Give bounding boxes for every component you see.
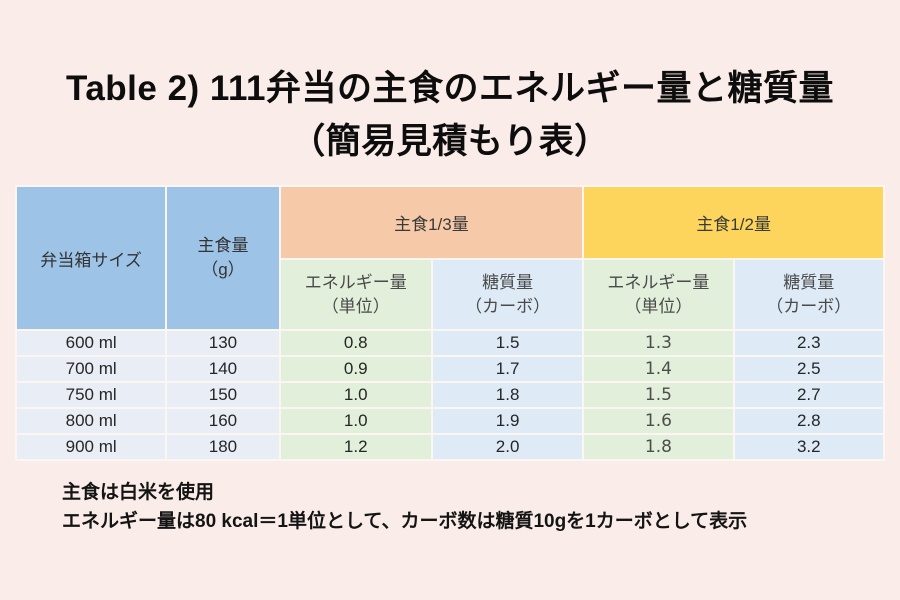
page-title: Table 2) 111弁当の主食のエネルギー量と糖質量 （簡易見積もり表） <box>0 62 900 168</box>
cell-energy-third: 1.0 <box>278 407 433 435</box>
col-header-carb-half: 糖質量 （カーボ） <box>732 258 886 331</box>
cell-carb-half: 3.2 <box>732 433 886 461</box>
col-header-energy-half: エネルギー量 （単位） <box>582 258 735 331</box>
cell-size: 750 ml <box>14 381 168 409</box>
footnote-line1: 主食は白米を使用 <box>62 482 215 503</box>
col-header-carb-third-line1: 糖質量 <box>482 272 534 292</box>
table-row: 700 ml 140 0.9 1.7 1.4 2.5 <box>14 355 886 383</box>
col-header-bento-size: 弁当箱サイズ <box>14 185 168 331</box>
table-row: 750 ml 150 1.0 1.8 1.5 2.7 <box>14 381 886 409</box>
col-header-energy-half-line1: エネルギー量 <box>607 272 710 292</box>
col-header-energy-third-line2: （単位） <box>321 296 390 316</box>
table-row: 900 ml 180 1.2 2.0 1.8 3.2 <box>14 433 886 461</box>
cell-energy-third: 1.2 <box>278 433 433 461</box>
cell-size: 800 ml <box>14 407 168 435</box>
cell-energy-half: 1.4 <box>582 355 735 383</box>
col-header-carb-half-line2: （カーボ） <box>766 296 852 316</box>
cell-carb-third: 1.9 <box>430 407 585 435</box>
cell-amount: 180 <box>165 433 281 461</box>
cell-amount: 140 <box>165 355 281 383</box>
cell-carb-third: 1.7 <box>430 355 585 383</box>
col-header-carb-third: 糖質量 （カーボ） <box>430 258 585 331</box>
table-row: 800 ml 160 1.0 1.9 1.6 2.8 <box>14 407 886 435</box>
col-header-energy-third: エネルギー量 （単位） <box>278 258 433 331</box>
cell-carb-half: 2.7 <box>732 381 886 409</box>
cell-amount: 130 <box>165 329 281 357</box>
cell-amount: 150 <box>165 381 281 409</box>
sub-header-row: エネルギー量 （単位） 糖質量 （カーボ） エネルギー量 （単位） 糖質量 （カ… <box>16 258 886 331</box>
cell-energy-half: 1.5 <box>582 381 735 409</box>
table-row: 600 ml 130 0.8 1.5 1.3 2.3 <box>14 329 886 357</box>
col-header-carb-half-line1: 糖質量 <box>783 272 835 292</box>
group-header-one-half: 主食1/2量 <box>582 185 885 260</box>
cell-carb-half: 2.3 <box>732 329 886 357</box>
cell-carb-half: 2.8 <box>732 407 886 435</box>
footnotes: 主食は白米を使用 エネルギー量は80 kcal＝1単位として、カーボ数は糖質10… <box>62 478 747 536</box>
col-header-energy-third-line1: エネルギー量 <box>304 272 407 292</box>
cell-size: 900 ml <box>14 433 168 461</box>
col-header-staple-amount-line2: （g） <box>201 260 245 279</box>
bento-energy-table: 弁当箱サイズ 主食量 （g） 主食1/3量 主食1/2量 エネルギー量 （単位）… <box>14 185 886 461</box>
col-header-staple-amount: 主食量 （g） <box>165 185 281 331</box>
cell-energy-half: 1.6 <box>582 407 735 435</box>
group-header-one-third: 主食1/3量 <box>278 185 585 260</box>
cell-carb-third: 1.5 <box>430 329 585 357</box>
cell-carb-half: 2.5 <box>732 355 886 383</box>
col-header-carb-third-line2: （カーボ） <box>465 296 551 316</box>
col-header-staple-amount-line1: 主食量 <box>197 236 249 255</box>
cell-size: 600 ml <box>14 329 168 357</box>
page-title-line1: Table 2) 111弁当の主食のエネルギー量と糖質量 <box>66 69 834 108</box>
cell-energy-half: 1.8 <box>582 433 735 461</box>
cell-energy-half: 1.3 <box>582 329 735 357</box>
page-title-line2: （簡易見積もり表） <box>290 122 610 161</box>
cell-size: 700 ml <box>14 355 168 383</box>
cell-energy-third: 0.8 <box>278 329 433 357</box>
cell-carb-third: 1.8 <box>430 381 585 409</box>
cell-energy-third: 0.9 <box>278 355 433 383</box>
col-header-energy-half-line2: （単位） <box>624 296 693 316</box>
cell-carb-third: 2.0 <box>430 433 585 461</box>
cell-amount: 160 <box>165 407 281 435</box>
cell-energy-third: 1.0 <box>278 381 433 409</box>
group-header-row: 弁当箱サイズ 主食量 （g） 主食1/3量 主食1/2量 <box>14 185 885 331</box>
footnote-line2: エネルギー量は80 kcal＝1単位として、カーボ数は糖質10gを1カーボとして… <box>62 511 748 532</box>
